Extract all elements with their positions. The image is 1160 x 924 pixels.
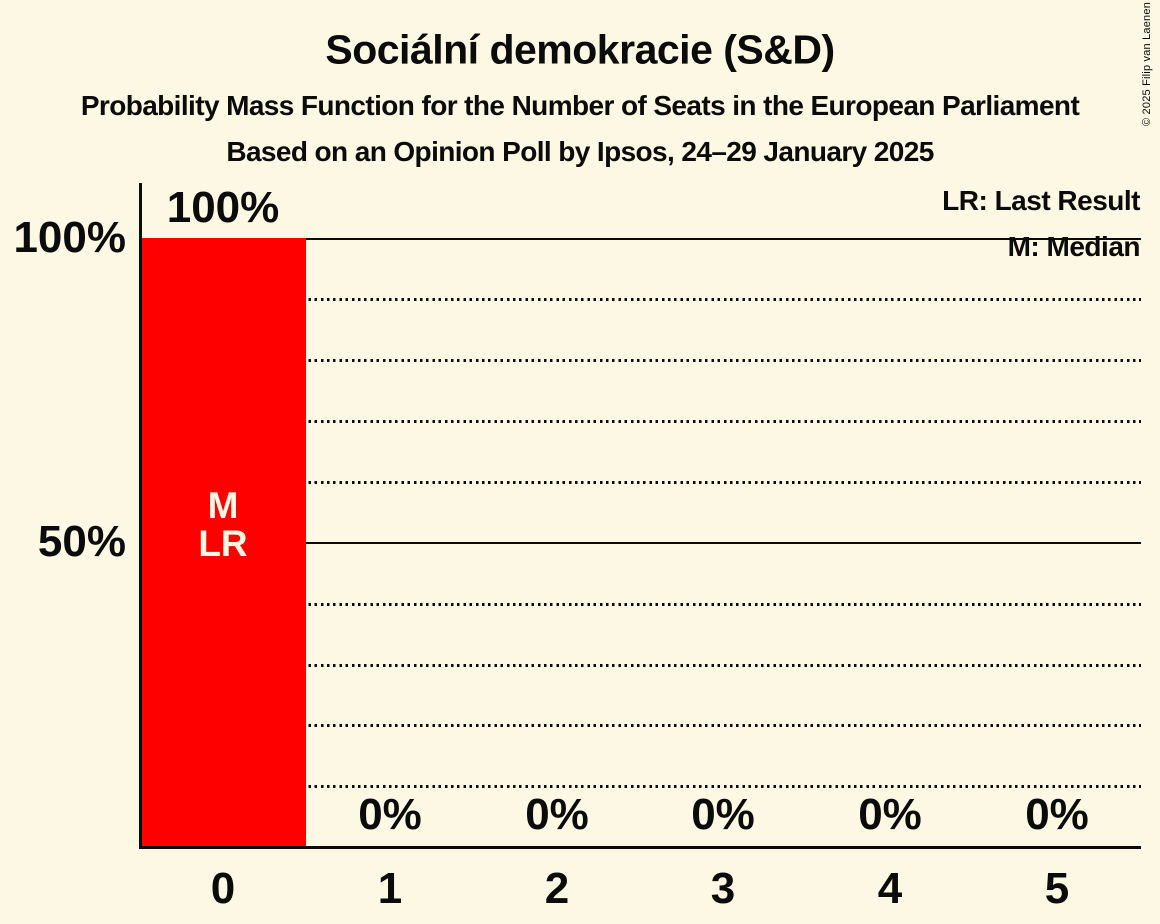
last-result-marker: LR [198,523,248,564]
gridline-100 [141,238,1141,240]
gridline-60 [141,481,1141,484]
value-label-2: 0% [525,790,589,839]
y-tick-100: 100% [13,213,126,262]
value-label-3: 0% [691,790,755,839]
y-tick-50: 50% [37,517,126,566]
x-label-0: 0 [210,864,236,913]
value-label-0: 100% [166,183,280,232]
bar-seats-0 [141,238,306,847]
gridline-50 [141,542,1141,544]
x-label-5: 5 [1044,864,1070,913]
chart-title: Sociální demokracie (S&D) [325,26,835,73]
gridline-20 [141,724,1141,727]
x-label-4: 4 [877,864,903,913]
x-axis-line [139,846,1141,849]
gridline-40 [141,603,1141,606]
legend-median: M: Median [1007,231,1141,262]
gridline-90 [141,298,1141,301]
value-label-1: 0% [358,790,422,839]
gridline-10 [141,785,1141,788]
median-marker: M [207,485,239,526]
gridline-80 [141,359,1141,362]
chart-subtitle: Probability Mass Function for the Number… [80,90,1080,121]
gridline-70 [141,420,1141,423]
x-label-1: 1 [377,864,403,913]
value-label-5: 0% [1025,790,1089,839]
y-axis-line [139,183,142,848]
x-label-2: 2 [544,864,570,913]
copyright-notice: © 2025 Filip van Laenen [1141,1,1153,126]
bar-annotation: M LR [198,487,247,563]
x-label-3: 3 [710,864,736,913]
gridline-30 [141,664,1141,667]
chart-poll-info: Based on an Opinion Poll by Ipsos, 24–29… [226,136,934,167]
legend-last-result: LR: Last Result [942,185,1140,216]
value-label-4: 0% [858,790,922,839]
